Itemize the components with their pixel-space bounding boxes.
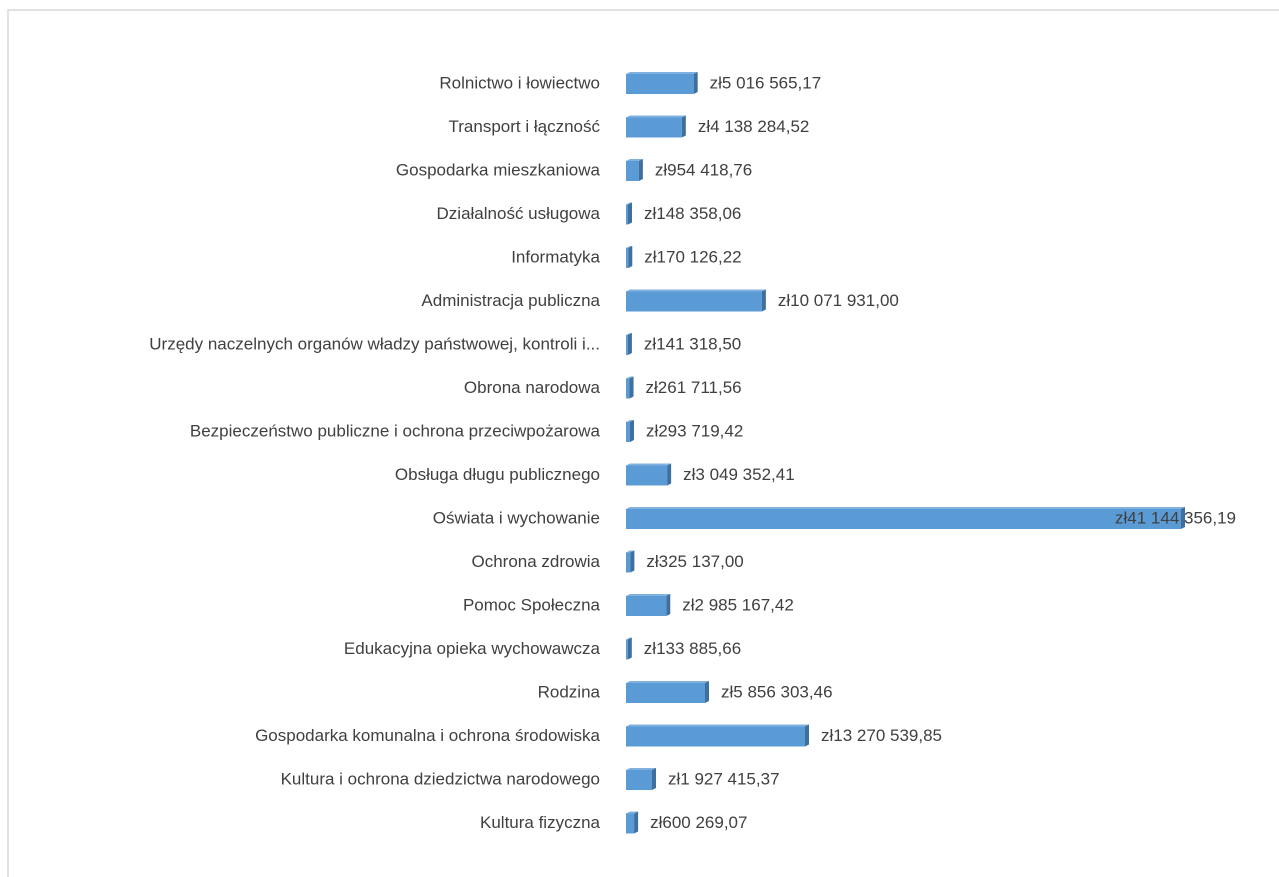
bar-side [629,420,634,442]
data-label: zł13 270 539,85 [821,726,942,745]
category-label: Transport i łączność [449,117,601,136]
data-label: zł3 049 352,41 [683,465,795,484]
data-label: zł133 885,66 [644,639,741,658]
data-label: zł1 927 415,37 [668,769,780,788]
category-label: Urzędy naczelnych organów władzy państwo… [149,334,600,353]
bar-top [626,72,698,74]
bar-top [626,202,633,205]
category-label: Obrona narodowa [464,378,601,397]
bar-top [626,507,1185,509]
bar-side [693,72,698,94]
bar-top [626,681,709,683]
data-label: zł5 016 565,17 [710,73,822,92]
bar-top [626,159,643,161]
bar-top [626,550,635,553]
bar [626,770,652,790]
bar-top [626,289,766,292]
category-label: Rodzina [538,682,601,701]
bar-top [626,420,634,422]
bar-side [651,768,656,790]
bar-side [634,811,639,834]
bar-side [1181,507,1185,529]
category-label: Rolnictwo i łowiectwo [439,73,600,92]
bar [626,422,630,442]
category-label: Działalność usługowa [437,204,601,223]
bar-side [761,289,766,312]
data-label: zł41 144 356,19 [1115,508,1236,527]
category-label: Kultura i ochrona dziedzictwa narodowego [281,769,600,788]
data-label: zł141 318,50 [644,334,741,353]
category-label: Administracja publiczna [421,291,600,310]
bar [626,639,628,660]
category-label: Pomoc Społeczna [463,595,601,614]
bar-top [626,463,672,466]
bar-side [630,550,635,573]
bar-side [627,637,632,660]
bar-top [626,637,632,640]
bar [626,248,629,268]
bar-side [638,159,643,181]
bar-side [805,724,810,747]
bar-side [628,202,633,225]
bar-top [626,376,634,379]
bar-side [667,463,672,486]
data-label: zł261 711,56 [646,378,742,397]
bar-top [626,594,671,596]
bar [626,683,705,703]
bar-top [626,333,632,335]
bar-side [704,681,709,703]
bar [626,291,762,312]
bar-side [681,115,686,138]
category-label: Bezpieczeństwo publiczne i ochrona przec… [190,421,601,440]
data-label: zł325 137,00 [646,552,743,571]
bar-side [666,594,671,616]
category-label: Gospodarka komunalna i ochrona środowisk… [255,726,600,745]
bar-top [626,768,656,770]
bar-top [626,115,686,118]
bar [626,813,635,834]
bar-top [626,811,639,814]
bar-side [628,246,633,268]
data-label: zł2 985 167,42 [682,595,794,614]
bar [626,726,806,747]
bar-top [626,724,810,727]
bar [626,509,1181,529]
bar [626,117,682,138]
bar [626,596,667,616]
bar [626,335,628,355]
bar [626,161,639,181]
data-label: zł170 126,22 [644,247,741,266]
category-label: Ochrona zdrowia [471,552,600,571]
category-label: Obsługa długu publicznego [395,465,600,484]
data-label: zł10 071 931,00 [778,291,899,310]
bar [626,552,631,573]
bar-top [626,246,633,248]
category-label: Oświata i wychowanie [433,508,600,527]
data-label: zł148 358,06 [644,204,741,223]
category-label: Gospodarka mieszkaniowa [396,160,601,179]
bar-side [627,333,632,355]
category-label: Kultura fizyczna [480,813,601,832]
bar-side [629,376,634,399]
category-label: Edukacyjna opieka wychowawcza [344,639,601,658]
bar [626,204,629,225]
data-label: zł600 269,07 [650,813,747,832]
chart-border [7,9,1279,877]
category-label: Informatyka [511,247,600,266]
bar [626,74,694,94]
data-label: zł4 138 284,52 [698,117,810,136]
data-label: zł293 719,42 [646,421,743,440]
bar [626,378,630,399]
data-label: zł5 856 303,46 [721,682,833,701]
bar [626,465,668,486]
data-label: zł954 418,76 [655,160,752,179]
